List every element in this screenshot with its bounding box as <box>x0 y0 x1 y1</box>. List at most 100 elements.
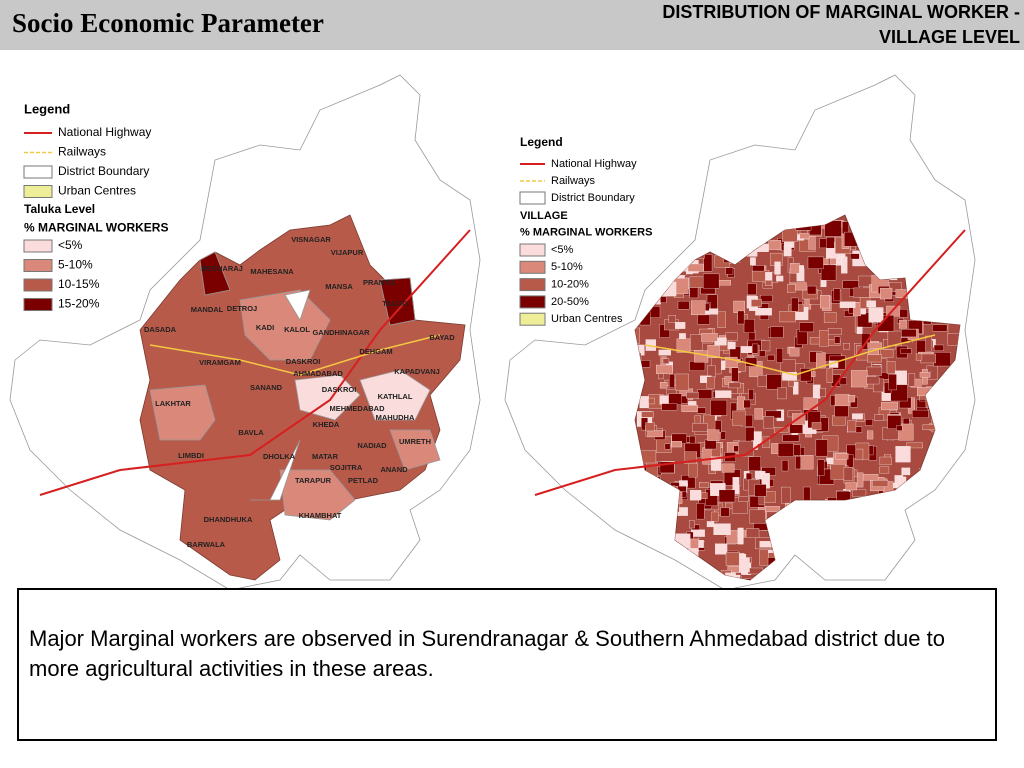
taluka-label: MANDAL <box>191 305 224 314</box>
taluka-label: DHOLKA <box>263 452 296 461</box>
village-cell <box>861 474 879 481</box>
legend-symbol <box>23 165 53 179</box>
taluka-label: KHEDA <box>313 420 340 429</box>
village-cell <box>748 389 754 400</box>
village-cell <box>961 490 977 503</box>
village-cell <box>820 264 837 281</box>
taluka-label: BAVLA <box>238 428 264 437</box>
village-cell <box>679 480 688 487</box>
village-cell <box>911 515 925 533</box>
village-cell <box>816 352 826 369</box>
legend-swatch <box>23 298 53 311</box>
village-cell <box>841 256 848 274</box>
village-cell <box>770 326 784 338</box>
village-cell <box>880 349 894 358</box>
taluka-label: VISNAGAR <box>291 235 331 244</box>
village-cell <box>953 509 960 518</box>
village-cell <box>889 572 903 580</box>
village-cell <box>661 565 670 573</box>
village-cell <box>933 521 951 533</box>
village-cell <box>795 456 801 470</box>
legend-label: National Highway <box>58 125 151 139</box>
village-cell <box>720 431 726 440</box>
taluka-label: KATHLAL <box>378 392 413 401</box>
village-cell <box>751 299 762 307</box>
taluka-label: MEHMEDABAD <box>330 404 386 413</box>
village-cell <box>917 512 925 518</box>
village-cell <box>739 557 750 573</box>
legend-label: Urban Centres <box>58 184 136 198</box>
village-cell <box>879 456 892 466</box>
village-cell <box>789 263 800 274</box>
village-cell <box>793 381 799 395</box>
village-cell <box>669 374 675 388</box>
village-cell <box>689 575 703 580</box>
village-cell <box>925 335 932 352</box>
legend-subtitle: % MARGINAL WORKERS <box>520 226 652 238</box>
village-cell <box>805 574 814 580</box>
village-cell <box>725 552 740 566</box>
village-cell <box>656 364 673 374</box>
legend-title: Legend <box>520 135 563 149</box>
legend-swatch <box>519 278 546 292</box>
village-cell <box>927 494 934 510</box>
village-cell <box>899 319 907 329</box>
village-cell <box>865 419 873 426</box>
village-cell <box>809 337 821 345</box>
taluka-label: DHANDHUKA <box>204 515 253 524</box>
legend-label: Urban Centres <box>551 313 623 325</box>
legend-subtitle: % MARGINAL WORKERS <box>24 221 168 235</box>
village-cell <box>752 265 765 272</box>
taluka-label: LIMBDI <box>178 451 204 460</box>
village-cell <box>728 382 741 389</box>
taluka-label: PETLAD <box>348 476 379 485</box>
village-cell <box>738 496 749 502</box>
village-cell <box>697 314 710 325</box>
village-cell <box>696 503 705 520</box>
village-cell <box>776 348 784 363</box>
village-cell <box>681 405 698 412</box>
village-cell <box>659 461 675 474</box>
village-cell <box>799 322 814 333</box>
village-cell <box>690 490 702 501</box>
village-cell <box>661 559 676 573</box>
village-cell <box>743 399 751 409</box>
village-cell <box>800 368 812 382</box>
village-cell <box>799 233 810 239</box>
village-cell <box>947 569 956 580</box>
village-cell <box>912 409 929 418</box>
taluka-label: DEHGAM <box>359 347 392 356</box>
roads <box>39 229 966 496</box>
legend-symbol <box>23 185 53 198</box>
village-cell <box>718 280 731 286</box>
village-cell <box>823 312 837 323</box>
village-cell <box>861 333 871 350</box>
village-cell <box>930 528 946 536</box>
village-cell <box>781 486 791 504</box>
village-cell <box>933 344 944 351</box>
village-cell <box>657 231 674 249</box>
village-cell <box>665 573 680 580</box>
village-cell <box>922 518 933 534</box>
village-cell <box>918 562 927 578</box>
village-cell <box>703 273 720 289</box>
taluka-label: BARWALA <box>187 540 226 549</box>
village-cell <box>737 310 745 325</box>
village-cell <box>776 576 794 580</box>
village-cell <box>731 367 739 382</box>
village-cell <box>880 287 893 300</box>
village-cell <box>696 407 706 414</box>
village-cell <box>901 467 911 476</box>
village-cell <box>950 538 960 555</box>
village-cell <box>924 496 935 512</box>
village-cell <box>954 557 960 572</box>
village-cell <box>660 296 667 303</box>
village-cell <box>932 324 948 332</box>
village-cell <box>896 425 903 431</box>
legend-label: <5% <box>58 238 83 252</box>
village-cell <box>747 283 757 295</box>
taluka-label: MAHUDHA <box>376 413 415 422</box>
taluka-label: BAYAD <box>429 333 455 342</box>
village-cell <box>638 275 651 285</box>
village-cell <box>715 390 732 398</box>
